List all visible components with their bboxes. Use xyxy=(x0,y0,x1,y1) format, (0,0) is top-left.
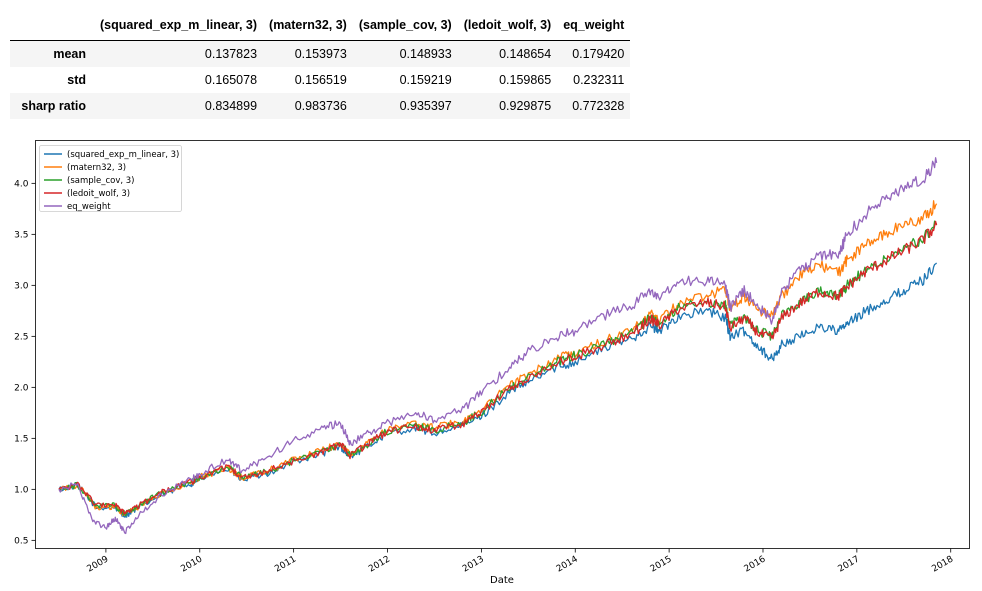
table-cell: 0.153973 xyxy=(294,47,347,61)
table-cell: 0.179420 xyxy=(572,47,625,61)
table-row: std 0.165078 0.156519 0.159219 0.159865 … xyxy=(10,67,630,93)
x-tick-label: 2014 xyxy=(555,554,580,574)
series-lines xyxy=(58,157,938,535)
table-cell: 0.834899 xyxy=(204,99,258,113)
y-tick-label: 3.0 xyxy=(14,281,29,291)
series-line xyxy=(58,157,938,535)
row-label: std xyxy=(67,73,86,87)
table-cell: 0.137823 xyxy=(204,47,258,61)
column-header: (matern32, 3) xyxy=(263,10,353,41)
series-line xyxy=(58,200,938,517)
table-cell: 0.148654 xyxy=(499,47,552,61)
legend: (squared_exp_m_linear, 3) (matern32, 3) (s… xyxy=(39,145,182,212)
line-chart: 0.5 1.0 1.5 2.0 2.5 3.0 3.5 4.0 2009 2010 2011 201… xyxy=(14,140,970,586)
x-tick-label: 2017 xyxy=(837,554,862,574)
y-tick-label: 2.0 xyxy=(14,383,29,393)
legend-label: (matern32, 3) xyxy=(67,163,126,173)
column-header: (sample_cov, 3) xyxy=(352,10,458,41)
legend-label: eq_weight xyxy=(67,202,111,212)
x-tick-label: 2010 xyxy=(179,554,204,574)
y-tick-label: 3.5 xyxy=(14,230,28,240)
y-tick-label: 4.0 xyxy=(14,179,29,189)
table-cell: 0.159865 xyxy=(499,73,552,87)
legend-box xyxy=(39,145,182,212)
table-row: sharp ratio 0.834899 0.983736 0.935397 0… xyxy=(10,93,631,119)
y-tick-label: 0.5 xyxy=(14,536,28,546)
table-cell: 0.159219 xyxy=(399,73,452,87)
y-tick-label: 2.5 xyxy=(14,332,28,342)
y-axis: 0.5 1.0 1.5 2.0 2.5 3.0 3.5 4.0 xyxy=(14,179,36,546)
table-cell: 0.935397 xyxy=(399,99,452,113)
x-tick-label: 2016 xyxy=(743,554,768,574)
legend-label: (squared_exp_m_linear, 3) xyxy=(67,150,179,160)
x-tick-label: 2012 xyxy=(367,554,392,574)
column-header: (squared_exp_m_linear, 3) xyxy=(94,10,264,41)
table-cell: 0.983736 xyxy=(294,99,347,113)
y-tick-label: 1.0 xyxy=(14,485,29,495)
x-tick-label: 2011 xyxy=(273,554,298,574)
row-label: mean xyxy=(53,47,86,61)
x-axis: 2009 2010 2011 2012 2013 2014 2015 2016 2017 2018 xyxy=(86,548,955,575)
table-cell: 0.165078 xyxy=(204,73,258,87)
legend-label: (sample_cov, 3) xyxy=(67,176,135,186)
table-corner xyxy=(10,10,94,41)
x-tick-label: 2018 xyxy=(930,554,955,574)
x-axis-label: Date xyxy=(490,575,514,586)
x-tick-label: 2015 xyxy=(649,554,674,574)
stats-table: (squared_exp_m_linear, 3) (matern32, 3) … xyxy=(10,10,631,119)
table-cell: 0.929875 xyxy=(499,99,552,113)
x-tick-label: 2013 xyxy=(461,554,486,574)
row-label: sharp ratio xyxy=(21,99,86,113)
x-tick-label: 2009 xyxy=(86,554,111,574)
table-cell: 0.156519 xyxy=(294,73,347,87)
table-header-row: (squared_exp_m_linear, 3) (matern32, 3) … xyxy=(10,10,631,41)
table-cell: 0.232311 xyxy=(573,73,625,87)
column-header: eq_weight xyxy=(557,10,631,41)
y-tick-label: 1.5 xyxy=(14,434,28,444)
legend-label: (ledoit_wolf, 3) xyxy=(67,189,130,199)
plot-frame xyxy=(35,140,970,549)
table-row: mean 0.137823 0.153973 0.148933 0.148654… xyxy=(10,40,631,67)
table-cell: 0.772328 xyxy=(572,99,625,113)
table-cell: 0.148933 xyxy=(399,47,452,61)
series-line xyxy=(58,262,938,518)
series-line xyxy=(58,220,938,517)
column-header: (ledoit_wolf, 3) xyxy=(457,10,558,41)
